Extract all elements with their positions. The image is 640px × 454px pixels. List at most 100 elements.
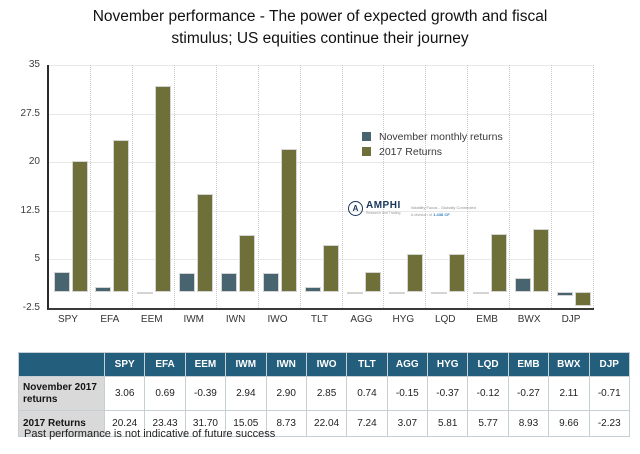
y-tick-label: 35 [28, 59, 40, 70]
x-tick-label: EFA [100, 314, 120, 325]
table-cell: -2.23 [588, 410, 630, 437]
bar-2017-emb [490, 233, 507, 292]
data-table-section: SPY EFA EEM IWM IWN IWO TLT AGG HYG LQD EMB BWX DJP N… [18, 352, 630, 437]
legend-item: 2017 Returns [362, 144, 503, 159]
legend-label: November monthly returns [379, 130, 503, 143]
bar-2017-eem [155, 86, 172, 292]
bar-nov-spy [53, 272, 70, 292]
table-cell: -0.37 [426, 376, 469, 411]
table-cell: 0.69 [144, 376, 186, 411]
bar-2017-efa [113, 140, 130, 292]
table-cell: 2.90 [265, 376, 307, 411]
table-cell: -0.27 [507, 376, 550, 411]
gridline [49, 113, 594, 115]
bar-2017-djp [574, 291, 591, 307]
x-tick-label: LQD [434, 314, 456, 325]
page-title: November performance - The power of expe… [0, 6, 640, 50]
gridline [49, 162, 594, 164]
legend-swatch [362, 147, 371, 156]
x-tick-label: IWM [183, 314, 205, 325]
table-cell: 5.77 [467, 410, 509, 437]
amphi-division-prefix: A division of [410, 212, 433, 217]
amphi-brand-block: AMPHI Research and Trading [366, 201, 401, 216]
amphi-division-name: 1.438 CF [433, 212, 450, 217]
header-cell: EEM [184, 352, 227, 377]
header-cell: IWO [305, 352, 348, 377]
table-cell: 3.06 [103, 376, 146, 411]
table-cell: 9.66 [548, 410, 590, 437]
legend-label: 2017 Returns [379, 145, 443, 158]
legend-item: November monthly returns [362, 129, 503, 144]
x-tick-label: DJP [561, 314, 581, 325]
table-head: SPY EFA EEM IWM IWN IWO TLT AGG HYG LQD EMB BWX DJP [18, 352, 630, 377]
x-tick-label: EMB [476, 314, 498, 325]
table-cell: 0.74 [346, 376, 388, 411]
y-tick-label: -2.5 [22, 302, 40, 313]
table-cell: 8.93 [507, 410, 550, 437]
bar-2017-spy [71, 160, 88, 292]
header-cell: DJP [588, 352, 630, 377]
gridline [49, 65, 594, 66]
table-cell: 8.73 [265, 410, 307, 437]
gridline [49, 259, 594, 261]
amphi-division: A division of 1.438 CF [411, 211, 476, 218]
header-cell: HYG [426, 352, 469, 377]
y-tick-label: 12.5 [20, 204, 40, 216]
table-cell: -0.39 [184, 376, 227, 411]
header-cell: EMB [507, 352, 550, 377]
legend: November monthly returns 2017 Returns [362, 129, 503, 159]
table-cell: 2.94 [225, 376, 267, 411]
chart: November monthly returns 2017 Returns A A… [0, 55, 640, 347]
category-separator [89, 65, 91, 308]
header-cell: SPY [103, 352, 146, 377]
category-separator [425, 65, 427, 308]
header-cell: TLT [346, 352, 388, 377]
amphi-logo-icon: A [348, 201, 363, 216]
header-cell: AGG [386, 352, 429, 377]
bar-nov-agg [347, 291, 363, 294]
category-separator [509, 65, 511, 308]
table-cell: 23.43 [144, 410, 186, 437]
bar-2017-iwn [239, 235, 256, 292]
bar-nov-iwm [179, 272, 196, 292]
table-row: 2017 Returns 20.24 23.43 31.70 15.05 8.73 22.0… [18, 410, 630, 437]
header-cell: IWM [225, 352, 267, 377]
x-tick-label: HYG [392, 314, 415, 325]
category-separator [257, 65, 259, 308]
bar-2017-iwo [281, 149, 298, 292]
table-cell: 7.24 [346, 410, 388, 437]
table-cell: -0.12 [467, 376, 509, 411]
category-separator [551, 65, 553, 308]
table-cell: 2.11 [548, 376, 590, 411]
footer-disclaimer: Past performance is not indicative of fu… [24, 428, 276, 440]
y-tick-label: 5 [34, 253, 40, 265]
bar-2017-tlt [323, 244, 339, 292]
table-cell: 2.85 [305, 376, 348, 411]
x-tick-label: IWN [225, 314, 246, 325]
amphi-tagline: Volatility Focus - Globally Connected [410, 205, 476, 210]
bar-nov-hyg [388, 291, 405, 295]
header-cell: BWX [548, 352, 590, 377]
bar-nov-djp [556, 291, 573, 297]
y-tick-label: 27.5 [20, 107, 40, 119]
bar-2017-hyg [406, 254, 423, 292]
category-separator [383, 65, 385, 308]
bar-2017-bwx [532, 229, 549, 292]
amphi-text-block: Volatility Focus - Globally Connected A … [411, 205, 476, 218]
amphi-watermark: A AMPHI Research and Trading Volatility … [348, 201, 476, 218]
x-tick-label: AGG [350, 314, 373, 325]
amphi-brand: AMPHI [366, 200, 401, 211]
category-separator [299, 65, 301, 308]
table-cell: -0.71 [588, 376, 630, 411]
row-label: November 2017 returns [18, 376, 105, 411]
bar-nov-iwn [221, 273, 238, 292]
bar-nov-tlt [305, 287, 321, 292]
category-separator [593, 65, 594, 308]
data-table: SPY EFA EEM IWM IWN IWO TLT AGG HYG LQD EMB BWX DJP N… [18, 352, 630, 437]
table-header-row: SPY EFA EEM IWM IWN IWO TLT AGG HYG LQD EMB BWX DJP [18, 352, 630, 377]
x-tick-label: SPY [57, 314, 78, 325]
amphi-brand-sub: Research and Trading [366, 211, 401, 215]
x-tick-label: IWO [267, 314, 288, 325]
x-tick-label: EEM [140, 314, 163, 325]
bar-nov-bwx [514, 278, 531, 292]
